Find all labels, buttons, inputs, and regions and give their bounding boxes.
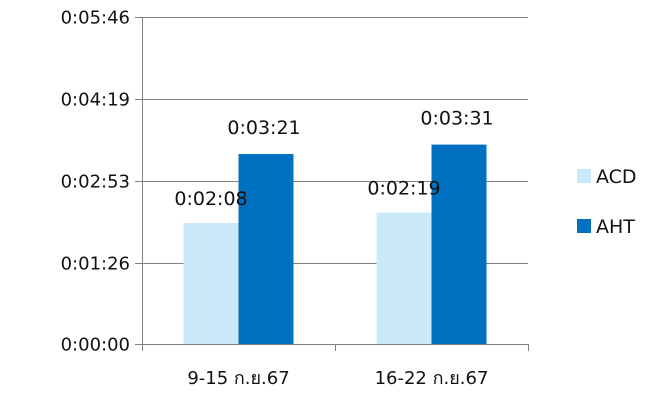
legend-label-aht: AHT — [596, 216, 635, 238]
x-tick-label: 9-15 ก.ย.67 — [187, 368, 289, 389]
legend-label-acd: ACD — [596, 166, 637, 188]
y-tick-label: 0:00:00 — [61, 335, 130, 356]
y-tick-label: 0:02:53 — [61, 172, 130, 193]
y-tick-label: 0:04:19 — [61, 90, 130, 111]
data-label: 0:02:08 — [174, 188, 247, 210]
axes — [135, 17, 529, 351]
bar-acd-1 — [376, 212, 432, 344]
y-tick-label: 0:05:46 — [61, 8, 130, 29]
data-label: 0:03:21 — [227, 117, 300, 139]
bar-acd-0 — [183, 223, 239, 344]
legend-swatch-aht — [577, 219, 591, 233]
legend-swatch-acd — [577, 169, 591, 183]
y-tick-label: 0:01:26 — [61, 254, 130, 275]
bars — [183, 144, 487, 344]
data-labels: 0:02:08 0:03:21 0:02:19 0:03:31 — [174, 108, 493, 210]
x-axis-tick-labels: 9-15 ก.ย.67 16-22 ก.ย.67 — [187, 368, 488, 389]
y-axis-tick-labels: 0:00:00 0:01:26 0:02:53 0:04:19 0:05:46 — [61, 8, 130, 356]
legend: ACD AHT — [577, 166, 637, 238]
data-label: 0:02:19 — [367, 178, 440, 200]
bar-aht-1 — [431, 144, 487, 344]
bar-aht-0 — [238, 154, 294, 344]
data-label: 0:03:31 — [420, 108, 493, 130]
x-tick-label: 16-22 ก.ย.67 — [375, 368, 489, 389]
